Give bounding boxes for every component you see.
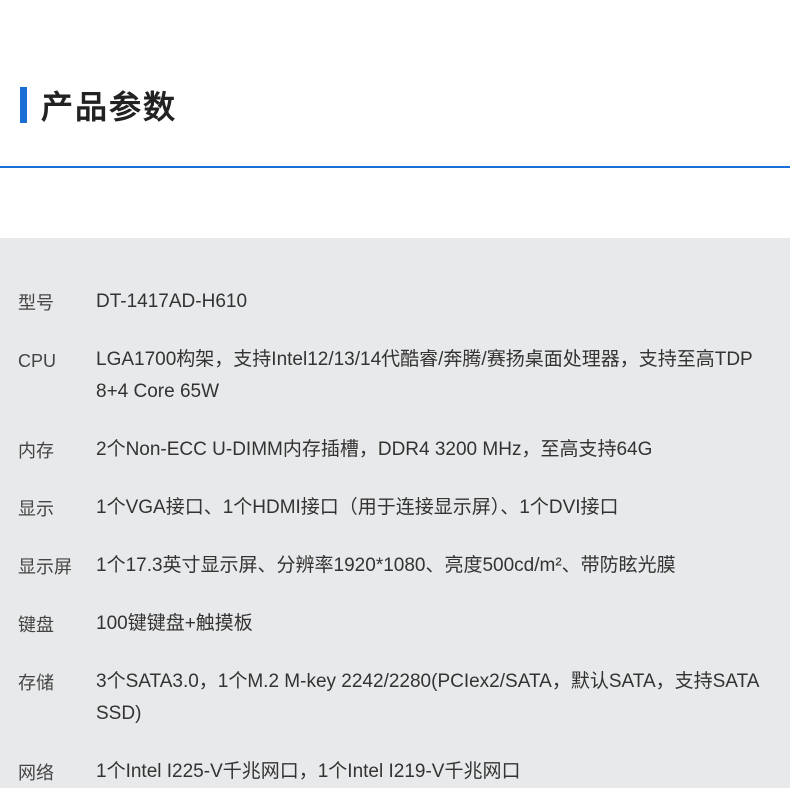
heading-accent-bar — [20, 87, 27, 123]
spec-row-screen: 显示屏 1个17.3英寸显示屏、分辨率1920*1080、亮度500cd/m²、… — [0, 550, 790, 582]
page-title: 产品参数 — [41, 82, 177, 128]
spec-label: 网络 — [18, 756, 96, 788]
spec-row-model: 型号 DT-1417AD-H610 — [0, 286, 790, 318]
spec-value: 2个Non-ECC U-DIMM内存插槽，DDR4 3200 MHz，至高支持6… — [96, 434, 772, 466]
spec-value: 3个SATA3.0，1个M.2 M-key 2242/2280(PCIex2/S… — [96, 666, 772, 730]
spec-value: 100键键盘+触摸板 — [96, 608, 772, 640]
spec-label: 型号 — [18, 286, 96, 318]
spec-row-network: 网络 1个Intel I225-V千兆网口，1个Intel I219-V千兆网口 — [0, 756, 790, 788]
spec-label: 显示 — [18, 492, 96, 524]
spec-value: 1个VGA接口、1个HDMI接口（用于连接显示屏）、1个DVI接口 — [96, 492, 772, 524]
spec-value: 1个Intel I225-V千兆网口，1个Intel I219-V千兆网口 — [96, 756, 772, 788]
spec-label: 显示屏 — [18, 550, 96, 582]
spec-label: 存储 — [18, 666, 96, 698]
heading-row: 产品参数 — [20, 82, 790, 128]
heading-block: 产品参数 — [0, 0, 790, 168]
spec-label: 内存 — [18, 434, 96, 466]
spec-label: 键盘 — [18, 608, 96, 640]
spec-label: CPU — [18, 344, 96, 376]
spec-row-display: 显示 1个VGA接口、1个HDMI接口（用于连接显示屏）、1个DVI接口 — [0, 492, 790, 524]
heading-gap — [0, 168, 790, 238]
spec-table: 型号 DT-1417AD-H610 CPU LGA1700构架，支持Intel1… — [0, 238, 790, 788]
spec-value: DT-1417AD-H610 — [96, 286, 772, 318]
spec-row-keyboard: 键盘 100键键盘+触摸板 — [0, 608, 790, 640]
spec-row-cpu: CPU LGA1700构架，支持Intel12/13/14代酷睿/奔腾/赛扬桌面… — [0, 344, 790, 408]
spec-row-storage: 存储 3个SATA3.0，1个M.2 M-key 2242/2280(PCIex… — [0, 666, 790, 730]
spec-row-memory: 内存 2个Non-ECC U-DIMM内存插槽，DDR4 3200 MHz，至高… — [0, 434, 790, 466]
spec-value: LGA1700构架，支持Intel12/13/14代酷睿/奔腾/赛扬桌面处理器，… — [96, 344, 772, 408]
spec-value: 1个17.3英寸显示屏、分辨率1920*1080、亮度500cd/m²、带防眩光… — [96, 550, 772, 582]
